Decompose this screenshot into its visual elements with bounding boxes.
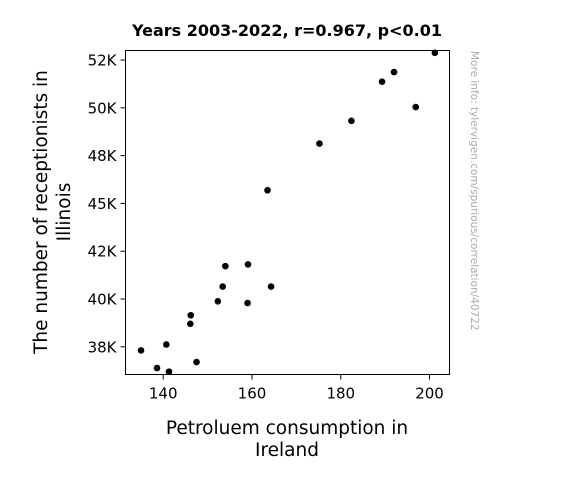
plot-area-frame [125,50,450,375]
data-point [412,103,420,111]
data-point [244,299,251,307]
data-point [222,262,229,270]
y-axis-label-line-1: The number of receptionists in [31,70,52,355]
data-point [165,368,173,375]
data-point [267,283,275,290]
data-point [244,261,252,268]
x-axis: 140 160 180 200 [149,374,444,403]
y-tick-label: 45K [88,195,118,213]
data-point [137,347,145,354]
y-tick-label: 52K [88,52,118,70]
y-tick-label: 48K [88,147,118,165]
data-point [193,358,200,366]
x-tick-label: 200 [415,385,444,403]
y-axis: 38K 40K 42K 45K 48K 50K 52K [88,52,126,356]
watermark-text: More info: tylervigen.com/spurious/corre… [468,51,480,331]
data-point [153,364,161,372]
data-point [187,320,194,328]
x-tick-label: 160 [238,385,267,403]
data-point [264,186,271,194]
y-tick-label: 38K [88,338,118,356]
chart-title: Years 2003-2022, r=0.967, p<0.01 [131,21,442,40]
data-point [219,283,226,290]
data-point [378,78,386,85]
data-point [187,311,195,319]
y-tick-label: 40K [88,290,118,308]
data-points [137,49,439,375]
data-point [431,49,439,57]
data-point [214,297,222,305]
data-point [348,117,355,125]
x-axis-label-line-2: Ireland [255,440,319,461]
y-tick-label: 50K [88,99,118,117]
x-tick-label: 180 [326,385,355,403]
data-point [163,341,170,348]
x-axis-label-line-1: Petroluem consumption in [166,418,408,439]
y-axis-label-line-2: Illinois [54,183,75,242]
y-tick-label: 42K [88,243,118,261]
data-point [390,68,398,76]
data-point [316,140,323,147]
x-tick-label: 140 [149,385,178,403]
